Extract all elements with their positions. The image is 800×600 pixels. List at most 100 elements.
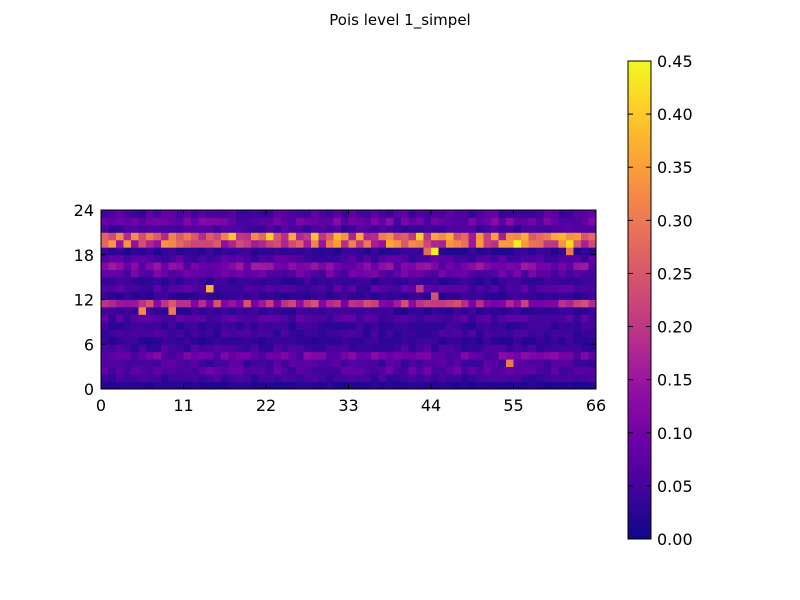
heatmap-cell [378, 232, 387, 241]
heatmap-cell [221, 247, 229, 256]
heatmap-cell [228, 254, 237, 263]
heatmap-cell [228, 232, 237, 241]
heatmap-cell [476, 217, 484, 226]
heatmap-cell [431, 366, 439, 375]
heatmap-cell [303, 217, 312, 226]
heatmap-cell [318, 292, 327, 300]
heatmap-cell [191, 321, 199, 330]
heatmap-cell [116, 314, 124, 323]
heatmap-cell [206, 336, 214, 345]
heatmap-cell [296, 247, 304, 256]
heatmap-cell [213, 254, 222, 263]
x-tick-label: 33 [338, 396, 358, 415]
heatmap-cell [251, 299, 259, 308]
heatmap-cell [138, 299, 147, 308]
heatmap-cell [266, 374, 274, 382]
heatmap-cell [131, 374, 139, 382]
heatmap-cell [183, 314, 192, 323]
heatmap-cell [168, 344, 177, 353]
heatmap-cell [348, 351, 357, 360]
heatmap-cell [348, 262, 357, 271]
heatmap-cell [101, 329, 109, 338]
heatmap-cell [506, 321, 514, 330]
heatmap-cell [363, 306, 372, 315]
heatmap-cell [573, 314, 582, 323]
heatmap-cell [116, 232, 124, 241]
heatmap-cell [543, 374, 552, 382]
heatmap-cell [438, 284, 447, 293]
heatmap-cell [423, 262, 432, 271]
heatmap-cell [528, 269, 537, 278]
heatmap-cell [221, 321, 229, 330]
heatmap-cell [386, 344, 394, 353]
heatmap-cell [243, 284, 252, 293]
heatmap-cell [296, 344, 304, 353]
heatmap-cell [393, 232, 402, 241]
heatmap-cell [206, 239, 214, 248]
heatmap-cell [581, 292, 589, 300]
colorbar-tick-label: 0.00 [657, 530, 693, 549]
heatmap-cell [311, 374, 319, 382]
heatmap-cell [468, 306, 477, 315]
heatmap-cell [258, 344, 267, 353]
heatmap-cell [273, 366, 282, 375]
heatmap-cell [363, 254, 372, 263]
heatmap-cell [408, 224, 417, 233]
heatmap-cell [416, 329, 424, 338]
heatmap-cell [191, 374, 199, 382]
heatmap-cell [198, 224, 207, 233]
heatmap-cell [348, 254, 357, 263]
heatmap-cell [243, 366, 252, 375]
heatmap-cell [408, 366, 417, 375]
heatmap-cell [461, 247, 469, 256]
heatmap-cell [506, 314, 514, 323]
heatmap-cell [573, 359, 582, 368]
heatmap-cell [131, 329, 139, 338]
heatmap-cell [476, 381, 484, 390]
heatmap-cell [131, 351, 139, 360]
heatmap-cell [236, 314, 244, 323]
heatmap-cell [266, 269, 274, 278]
heatmap-cell [393, 217, 402, 226]
heatmap-cell [213, 210, 222, 218]
heatmap-cell [206, 359, 214, 368]
heatmap-cell [341, 254, 349, 263]
heatmap-cell [581, 254, 589, 263]
heatmap-cell [138, 314, 147, 323]
heatmap-cell [348, 239, 357, 248]
heatmap-cell [408, 351, 417, 360]
heatmap-cell [281, 374, 289, 382]
heatmap-cell [431, 247, 439, 256]
heatmap-cell [146, 239, 154, 248]
heatmap-cell [416, 224, 424, 233]
heatmap-cell [228, 314, 237, 323]
heatmap-cell [476, 232, 484, 241]
heatmap-cell [363, 299, 372, 308]
heatmap-cell [146, 381, 154, 390]
heatmap-cell [303, 292, 312, 300]
heatmap-cell [251, 232, 259, 241]
heatmap-cell [431, 210, 439, 218]
heatmap-cell [423, 314, 432, 323]
heatmap-cell [408, 284, 417, 293]
heatmap-cell [228, 224, 237, 233]
heatmap-cell [251, 224, 259, 233]
heatmap-cell [513, 314, 522, 323]
heatmap-cell [318, 374, 327, 382]
heatmap-cell [333, 247, 342, 256]
heatmap-cell [243, 262, 252, 271]
heatmap-cell [131, 210, 139, 218]
heatmap-cell [491, 381, 499, 390]
heatmap-cell [416, 239, 424, 248]
heatmap-cell [528, 224, 537, 233]
heatmap-cell [243, 336, 252, 345]
heatmap-cell [281, 224, 289, 233]
heatmap-cell [348, 314, 357, 323]
heatmap-cell [348, 381, 357, 390]
heatmap-cell [251, 277, 259, 285]
heatmap-cell [498, 336, 507, 345]
heatmap-cell [206, 366, 214, 375]
heatmap-cell [116, 269, 124, 278]
heatmap-cell [146, 359, 154, 368]
heatmap-cell [393, 366, 402, 375]
